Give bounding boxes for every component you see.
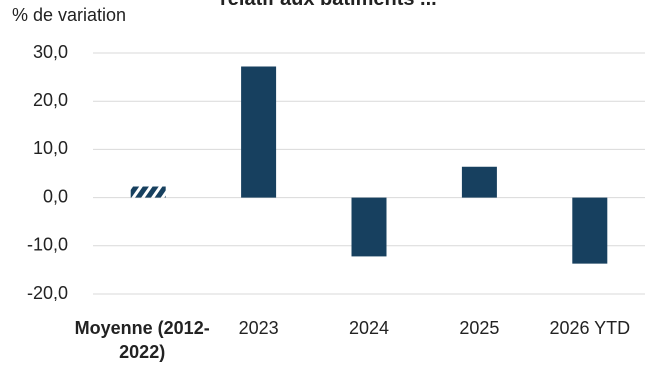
x-tick-label: 2025	[459, 318, 500, 338]
bar	[130, 186, 166, 198]
y-tick-label: 0,0	[43, 186, 68, 206]
x-tick-label: 2023	[238, 318, 279, 338]
x-tick-label: 2026 YTD	[549, 318, 631, 338]
bar	[241, 66, 277, 198]
bar	[572, 197, 608, 264]
y-tick-label: 30,0	[33, 42, 68, 62]
y-tick-label: -20,0	[27, 283, 68, 303]
y-axis-label: % de variation	[12, 5, 127, 25]
chart-title: relatif aux bâtiments ...	[220, 0, 437, 11]
y-tick-label: -10,0	[27, 235, 68, 255]
x-tick-label: 2024	[348, 318, 390, 338]
y-tick-label: 20,0	[33, 90, 68, 110]
bar	[461, 166, 497, 198]
x-tick-label: Moyenne (2012-2022)	[74, 318, 210, 362]
y-tick-label: 10,0	[33, 138, 68, 158]
bar	[351, 197, 387, 257]
